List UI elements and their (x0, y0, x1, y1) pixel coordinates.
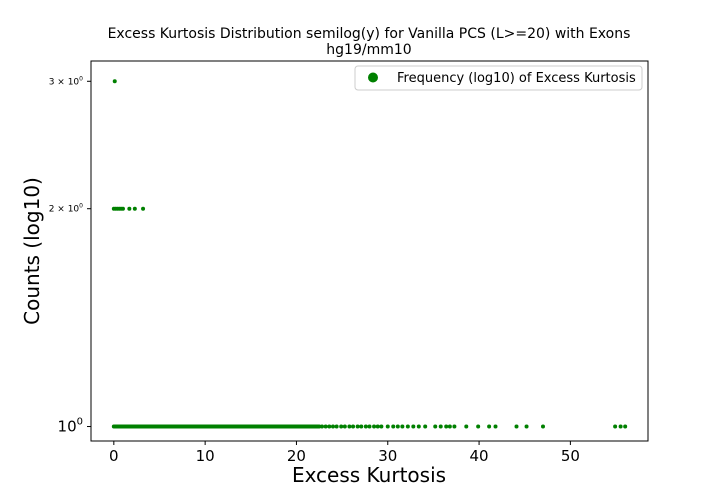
data-point (524, 424, 529, 429)
data-point (391, 424, 396, 429)
y-tick-label: 100 (58, 417, 83, 436)
plot-frame (90, 60, 649, 442)
data-point (385, 424, 390, 429)
data-point (359, 424, 364, 429)
x-tick-label: 50 (561, 447, 580, 465)
x-tick-label: 0 (109, 447, 119, 465)
data-point (438, 424, 443, 429)
data-point (127, 206, 132, 211)
data-point (618, 424, 623, 429)
data-point (405, 424, 410, 429)
data-point (379, 424, 384, 429)
data-point (323, 424, 328, 429)
data-point (355, 424, 360, 429)
data-point (334, 424, 339, 429)
data-point (411, 424, 416, 429)
data-point (444, 424, 449, 429)
y-axis-ticks: 100 2 × 100 3 × 100 (49, 75, 91, 436)
data-point (120, 206, 125, 211)
legend-marker (368, 72, 378, 83)
x-tick-label: 20 (287, 447, 306, 465)
x-axis-label: Excess Kurtosis (292, 463, 446, 487)
data-point (363, 424, 368, 429)
data-point (395, 424, 400, 429)
chart-subtitle: hg19/mm10 (326, 42, 411, 58)
data-point (447, 424, 452, 429)
data-point (132, 206, 137, 211)
data-point (493, 424, 498, 429)
data-point (327, 424, 332, 429)
data-point (613, 424, 618, 429)
x-tick-label: 10 (196, 447, 215, 465)
data-point (375, 424, 380, 429)
data-point (347, 424, 352, 429)
legend-label: Frequency (log10) of Excess Kurtosis (397, 71, 636, 86)
data-point (367, 424, 372, 429)
y-axis-label: Counts (log10) (20, 177, 44, 325)
data-point (141, 206, 146, 211)
data-point (487, 424, 492, 429)
data-point (452, 424, 457, 429)
data-point (464, 424, 469, 429)
x-tick-label: 30 (378, 447, 397, 465)
data-point (416, 424, 421, 429)
scatter-points (111, 79, 628, 429)
data-point (351, 424, 356, 429)
data-point (372, 424, 377, 429)
data-point (540, 424, 545, 429)
data-point (400, 424, 405, 429)
data-point (623, 424, 628, 429)
data-point (330, 424, 335, 429)
x-axis-ticks: 0 10 20 30 40 50 (109, 441, 580, 465)
data-point (476, 424, 481, 429)
data-point (112, 79, 117, 84)
data-point (320, 424, 325, 429)
y-tick-label: 2 × 100 (49, 203, 83, 215)
data-point (339, 424, 344, 429)
y-tick-label: 3 × 100 (49, 75, 83, 87)
data-point (342, 424, 347, 429)
data-point (514, 424, 519, 429)
data-point (317, 424, 322, 429)
legend-box (354, 65, 643, 91)
x-tick-label: 40 (470, 447, 489, 465)
data-point (423, 424, 428, 429)
legend: Frequency (log10) of Excess Kurtosis (354, 65, 643, 91)
chart-title: Excess Kurtosis Distribution semilog(y) … (108, 26, 631, 42)
data-point (433, 424, 438, 429)
